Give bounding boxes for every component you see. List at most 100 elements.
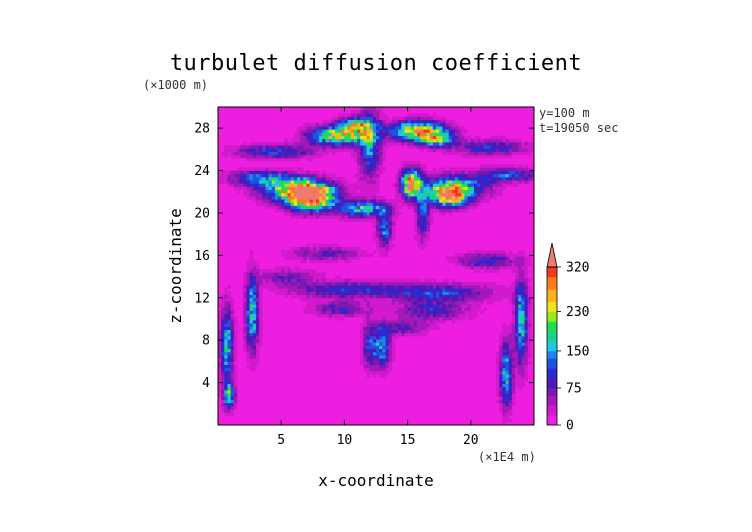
heatmap-cell	[505, 332, 510, 337]
heatmap-cell	[230, 351, 235, 356]
heatmap-cell	[259, 297, 263, 302]
heatmap-cell	[382, 132, 386, 136]
heatmap-cell	[417, 211, 421, 216]
heatmap-cell	[249, 335, 254, 340]
heatmap-cell	[338, 285, 342, 289]
heatmap-cell	[413, 288, 418, 292]
heatmap-cell	[297, 189, 301, 194]
heatmap-cell	[246, 180, 250, 184]
heatmap-cell	[325, 199, 329, 203]
heatmap-cell	[363, 329, 367, 334]
heatmap-cell	[246, 339, 250, 343]
heatmap-cell	[527, 355, 532, 359]
heatmap-cell	[249, 339, 254, 343]
heatmap-cell	[407, 180, 412, 184]
heatmap-cell	[385, 132, 389, 136]
heatmap-cell	[527, 361, 532, 365]
heatmap-cell	[246, 323, 250, 327]
heatmap-cell	[413, 173, 418, 178]
heatmap-cell	[315, 183, 320, 187]
heatmap-cell	[483, 196, 487, 200]
heatmap-cell	[432, 113, 437, 117]
heatmap-cell	[233, 374, 238, 378]
heatmap-cell	[499, 145, 503, 149]
heatmap-cell	[423, 126, 427, 130]
heatmap-cell	[350, 110, 355, 114]
heatmap-cell	[464, 291, 468, 295]
heatmap-cell	[439, 167, 443, 171]
heatmap-cell	[347, 208, 352, 213]
heatmap-cell	[445, 288, 450, 292]
heatmap-cell	[312, 211, 317, 216]
heatmap-cell	[429, 205, 434, 210]
heatmap-cell	[271, 196, 276, 200]
heatmap-cell	[233, 390, 238, 394]
heatmap-cell	[322, 281, 326, 286]
heatmap-cell	[382, 129, 386, 133]
heatmap-cell	[499, 355, 503, 359]
heatmap-cell	[249, 300, 254, 305]
heatmap-cell	[515, 272, 519, 276]
heatmap-cell	[369, 122, 374, 127]
heatmap-cell	[218, 345, 222, 350]
heatmap-cell	[265, 154, 269, 159]
heatmap-cell	[319, 288, 323, 292]
heatmap-cell	[303, 310, 307, 315]
heatmap-cell	[461, 281, 465, 286]
heatmap-cell	[398, 323, 402, 327]
heatmap-cell	[508, 364, 513, 369]
heatmap-cell	[492, 262, 497, 267]
heatmap-cell	[353, 129, 358, 133]
heatmap-cell	[423, 237, 427, 241]
heatmap-cell	[353, 154, 358, 159]
heatmap-cell	[322, 196, 326, 200]
heatmap-cell	[319, 291, 323, 295]
heatmap-cell	[515, 339, 519, 343]
heatmap-cell	[461, 310, 465, 315]
heatmap-cell	[259, 332, 263, 337]
heatmap-cell	[246, 186, 250, 191]
heatmap-cell	[278, 176, 282, 181]
heatmap-cell	[451, 180, 456, 184]
heatmap-cell	[486, 291, 491, 295]
heatmap-cell	[363, 307, 367, 311]
heatmap-cell	[499, 186, 503, 191]
heatmap-cell	[515, 183, 519, 187]
heatmap-cell	[281, 278, 285, 283]
heatmap-cell	[382, 151, 386, 156]
heatmap-cell	[385, 285, 389, 289]
heatmap-cell	[391, 345, 396, 350]
heatmap-cell	[527, 256, 532, 260]
heatmap-cell	[293, 294, 298, 299]
heatmap-cell	[290, 157, 295, 162]
heatmap-cell	[410, 189, 415, 194]
heatmap-cell	[252, 189, 257, 194]
heatmap-cell	[391, 335, 396, 340]
heatmap-cell	[353, 278, 358, 283]
heatmap-cell	[259, 288, 263, 292]
heatmap-cell	[417, 234, 421, 238]
heatmap-cell	[312, 205, 317, 210]
heatmap-cell	[300, 253, 304, 257]
heatmap-cell	[480, 145, 484, 149]
heatmap-cell	[439, 189, 443, 194]
heatmap-cell	[357, 180, 361, 184]
heatmap-cell	[303, 205, 307, 210]
heatmap-cell	[508, 412, 513, 416]
heatmap-cell	[319, 208, 323, 213]
heatmap-cell	[347, 250, 352, 254]
heatmap-cell	[515, 329, 519, 334]
heatmap-cell	[303, 294, 307, 299]
heatmap-cell	[458, 281, 462, 286]
heatmap-cell	[252, 199, 257, 203]
heatmap-cell	[300, 173, 304, 178]
heatmap-cell	[511, 396, 516, 400]
heatmap-cell	[417, 332, 421, 337]
heatmap-cell	[483, 138, 487, 143]
heatmap-cell	[376, 370, 380, 375]
heatmap-cell	[388, 278, 393, 283]
heatmap-cell	[480, 310, 484, 315]
heatmap-cell	[426, 141, 431, 146]
heatmap-cell	[353, 291, 358, 295]
heatmap-cell	[372, 138, 377, 143]
